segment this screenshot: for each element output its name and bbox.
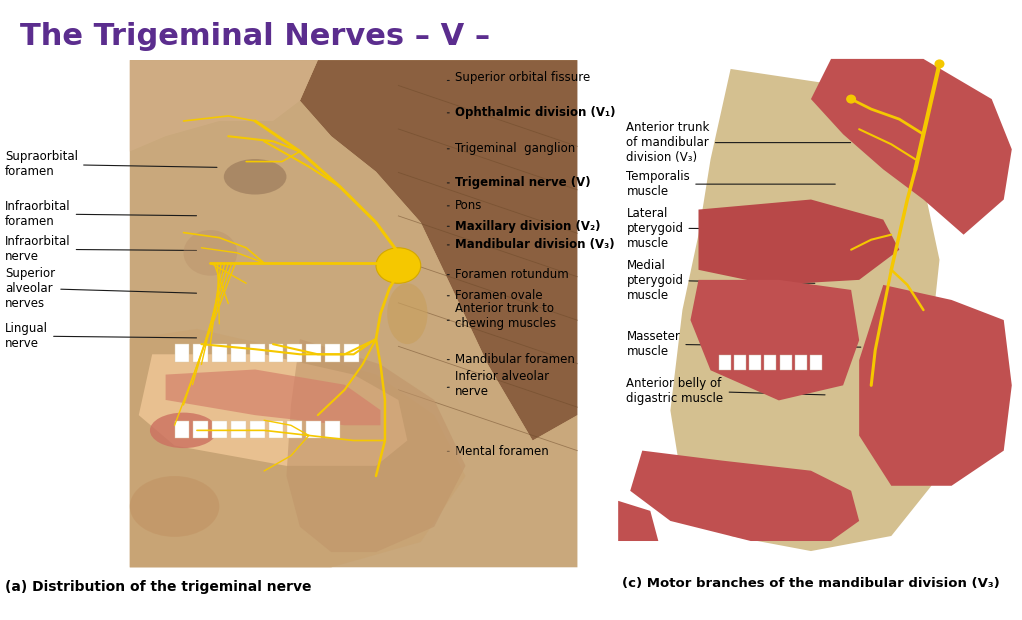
Text: Anterior trunk
of mandibular
division (V₃): Anterior trunk of mandibular division (V… <box>626 121 850 164</box>
Bar <box>175 344 189 362</box>
Bar <box>231 344 245 362</box>
Bar <box>749 355 761 370</box>
Text: Foramen rotundum: Foramen rotundum <box>448 268 568 281</box>
Ellipse shape <box>855 79 912 140</box>
Bar <box>193 421 208 438</box>
Text: Maxillary division (V₂): Maxillary division (V₂) <box>448 220 600 232</box>
Text: Foramen ovale: Foramen ovale <box>448 290 543 302</box>
Polygon shape <box>618 501 658 541</box>
Text: Medial
pterygoid
muscle: Medial pterygoid muscle <box>626 259 815 302</box>
Polygon shape <box>631 451 860 541</box>
Bar <box>213 344 227 362</box>
Ellipse shape <box>846 95 856 104</box>
Polygon shape <box>811 59 1012 234</box>
Polygon shape <box>166 370 380 425</box>
Bar <box>610 59 1012 561</box>
Polygon shape <box>691 280 860 401</box>
Text: Trigeminal  ganglion: Trigeminal ganglion <box>448 143 575 155</box>
Polygon shape <box>698 200 899 285</box>
Ellipse shape <box>150 413 217 448</box>
Bar <box>343 344 359 362</box>
Text: Superior orbital fissure: Superior orbital fissure <box>448 71 590 84</box>
Text: Lingual
nerve: Lingual nerve <box>5 322 196 350</box>
Ellipse shape <box>934 60 944 68</box>
Text: Ophthalmic division (V₁): Ophthalmic division (V₁) <box>448 107 615 119</box>
Ellipse shape <box>130 476 220 537</box>
Text: The Trigeminal Nerves – V –: The Trigeminal Nerves – V – <box>20 22 491 51</box>
Text: Infraorbital
foramen: Infraorbital foramen <box>5 200 196 228</box>
Polygon shape <box>139 354 408 466</box>
Text: Lateral
pterygoid
muscle: Lateral pterygoid muscle <box>626 206 823 250</box>
Text: Trigeminal nerve (V): Trigeminal nerve (V) <box>448 177 591 189</box>
Text: Superior
alveolar
nerves: Superior alveolar nerves <box>5 267 196 310</box>
Bar <box>213 421 227 438</box>
Bar <box>287 421 303 438</box>
Bar <box>249 421 265 438</box>
Bar <box>269 421 283 438</box>
Text: Mental foramen: Mental foramen <box>448 445 549 458</box>
Polygon shape <box>130 60 577 567</box>
Bar <box>325 344 339 362</box>
Bar <box>307 421 321 438</box>
Bar <box>325 421 339 438</box>
Polygon shape <box>860 285 1012 486</box>
Polygon shape <box>299 60 577 440</box>
Text: Mandibular foramen: Mandibular foramen <box>448 353 574 366</box>
Text: Pons: Pons <box>448 200 482 212</box>
Bar <box>764 355 777 370</box>
Bar <box>287 344 303 362</box>
Polygon shape <box>130 329 466 567</box>
Bar <box>734 355 746 370</box>
Text: Anterior trunk to
chewing muscles: Anterior trunk to chewing muscles <box>448 302 556 330</box>
Polygon shape <box>286 339 466 552</box>
Text: Temporalis
muscle: Temporalis muscle <box>626 170 835 198</box>
Text: Supraorbital
foramen: Supraorbital foramen <box>5 150 217 179</box>
Bar <box>780 355 792 370</box>
Bar <box>810 355 823 370</box>
Ellipse shape <box>376 248 421 283</box>
Text: Anterior belly of
digastric muscle: Anterior belly of digastric muscle <box>626 376 825 405</box>
Text: Inferior alveolar
nerve: Inferior alveolar nerve <box>448 370 549 399</box>
Bar <box>130 60 577 567</box>
Ellipse shape <box>387 283 427 344</box>
Text: Mandibular division (V₃): Mandibular division (V₃) <box>448 239 614 251</box>
Bar <box>307 344 321 362</box>
Text: (c) Motor branches of the mandibular division (V₃): (c) Motor branches of the mandibular div… <box>622 577 1000 590</box>
Bar <box>175 421 189 438</box>
Bar <box>795 355 807 370</box>
Text: Masseter
muscle: Masseter muscle <box>626 330 861 358</box>
Ellipse shape <box>224 159 286 195</box>
Bar <box>269 344 283 362</box>
Text: (a) Distribution of the trigeminal nerve: (a) Distribution of the trigeminal nerve <box>5 580 312 594</box>
Polygon shape <box>130 60 318 151</box>
Bar <box>193 344 208 362</box>
Bar <box>231 421 245 438</box>
Ellipse shape <box>184 230 237 276</box>
Bar <box>249 344 265 362</box>
Bar <box>718 355 731 370</box>
Text: Infraorbital
nerve: Infraorbital nerve <box>5 235 196 264</box>
Polygon shape <box>670 69 939 551</box>
